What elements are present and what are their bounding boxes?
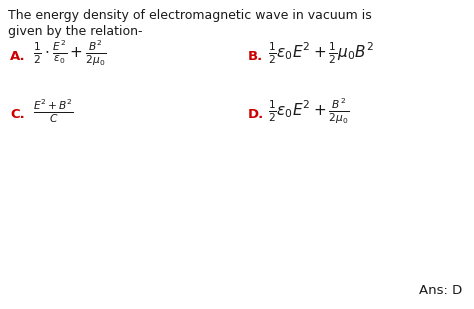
Text: $\frac{E^2+B^2}{C}$: $\frac{E^2+B^2}{C}$ — [33, 97, 74, 125]
Text: C.: C. — [10, 108, 25, 121]
Text: $\frac{1}{2}\varepsilon_0 E^2+\frac{B^2}{2\mu_0}$: $\frac{1}{2}\varepsilon_0 E^2+\frac{B^2}… — [268, 96, 350, 126]
Text: $\frac{1}{2}\varepsilon_0 E^2+\frac{1}{2}\mu_0 B^2$: $\frac{1}{2}\varepsilon_0 E^2+\frac{1}{2… — [268, 40, 374, 66]
Text: given by the relation-: given by the relation- — [8, 25, 143, 38]
Text: A.: A. — [10, 49, 26, 62]
Text: D.: D. — [248, 108, 264, 121]
Text: The energy density of electromagnetic wave in vacuum is: The energy density of electromagnetic wa… — [8, 9, 372, 22]
Text: $\frac{1}{2}\cdot\frac{E^2}{\varepsilon_0}+\frac{B^2}{2\mu_0}$: $\frac{1}{2}\cdot\frac{E^2}{\varepsilon_… — [33, 38, 106, 68]
Text: B.: B. — [248, 49, 263, 62]
Text: Ans: D: Ans: D — [419, 284, 462, 297]
